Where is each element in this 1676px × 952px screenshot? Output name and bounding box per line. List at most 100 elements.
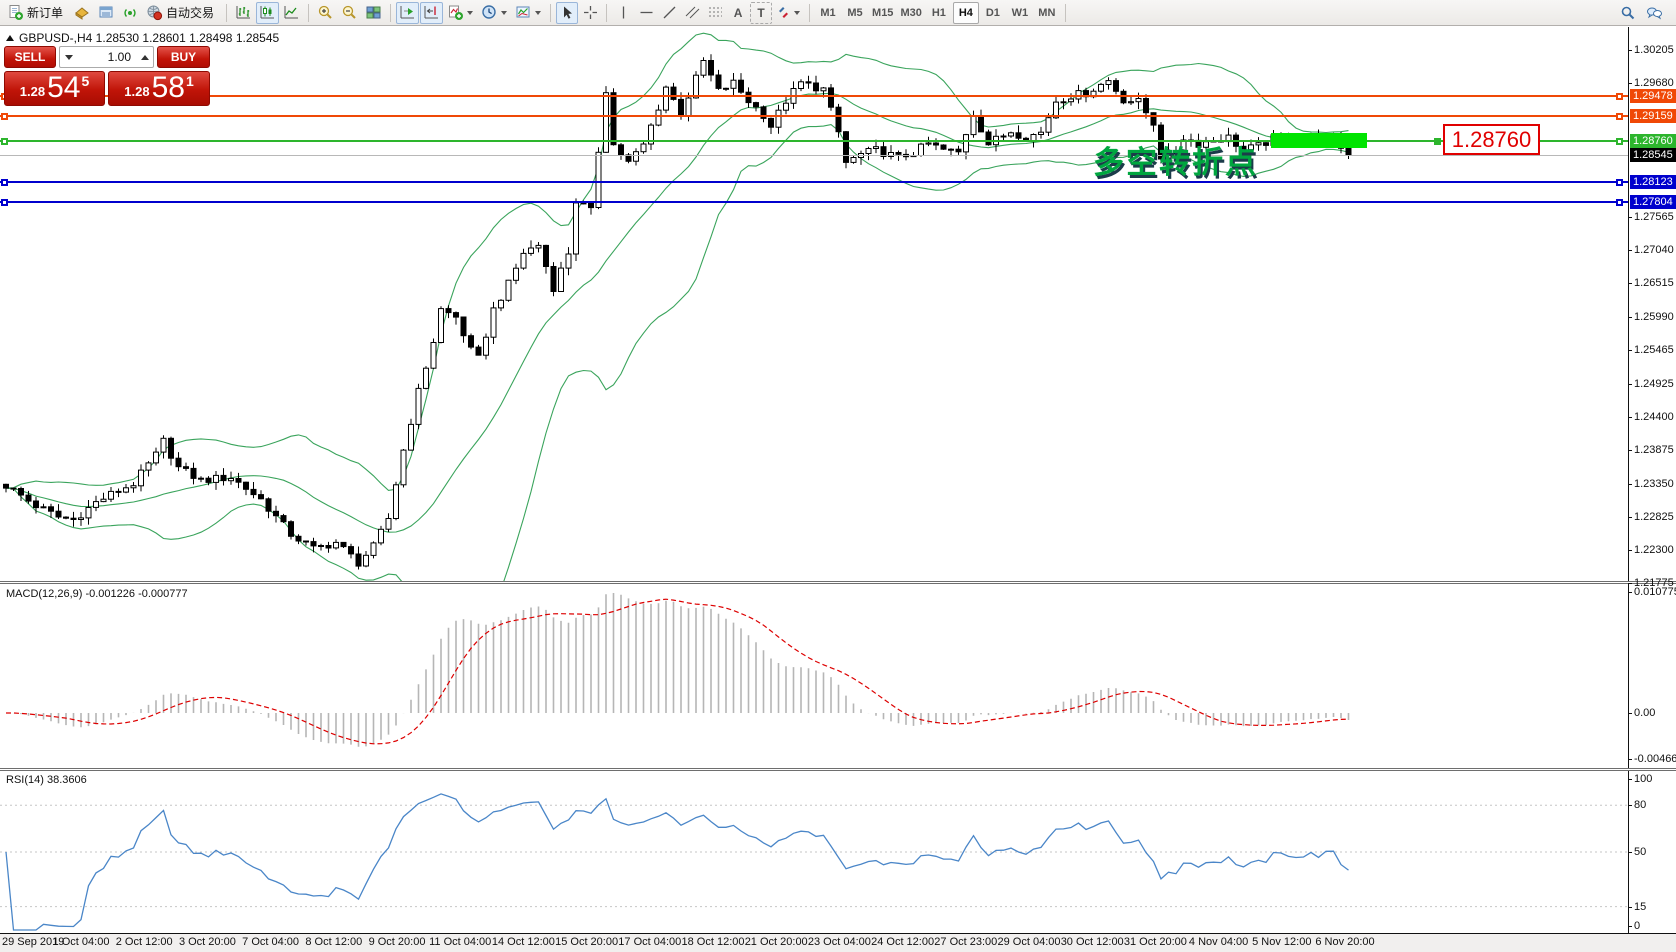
volume-value[interactable]: 1.00	[107, 50, 131, 64]
trendline-tool-button[interactable]	[658, 2, 680, 24]
main-chart-canvas[interactable]	[0, 27, 1628, 581]
timeframe-button-m1[interactable]: M1	[820, 6, 836, 19]
candle-body	[25, 494, 32, 502]
level-handle[interactable]	[1616, 112, 1623, 120]
time-axis-label: 29 Oct 04:00	[997, 936, 1061, 948]
current-price-label: 1.28545	[1630, 147, 1676, 162]
candle-body	[265, 498, 272, 512]
level-handle[interactable]	[1, 198, 8, 206]
candle-body	[1113, 80, 1119, 92]
price-level-line[interactable]	[0, 140, 1628, 143]
chart-profiles-button[interactable]	[71, 2, 94, 24]
search-button[interactable]	[1617, 2, 1639, 24]
candle-body	[535, 244, 542, 249]
volume-decrease-button[interactable]	[60, 47, 77, 67]
turning-point-annotation[interactable]: 多空转折点	[1093, 145, 1258, 180]
line-chart-type-button[interactable]	[280, 2, 303, 24]
pane-separator[interactable]	[0, 768, 1676, 771]
price-level-line[interactable]	[0, 200, 1628, 203]
highlight-rectangle-object[interactable]	[1271, 133, 1367, 148]
candle-body	[933, 142, 939, 146]
label-tool-button[interactable]: T	[750, 1, 773, 24]
level-handle[interactable]	[1, 178, 8, 186]
toolbar-separator	[550, 3, 552, 22]
timeframe-button-h1[interactable]: H1	[931, 6, 946, 19]
text-tool-button[interactable]: A	[727, 2, 749, 24]
candle-body	[415, 387, 422, 425]
macd-tick-mark	[1628, 759, 1632, 760]
zoom-in-button[interactable]	[314, 2, 337, 24]
price-callout-box[interactable]: 1.28760	[1443, 124, 1540, 155]
fibonacci-tool-button[interactable]	[704, 2, 726, 24]
templates-dropdown-button[interactable]	[512, 2, 545, 24]
candle-body	[123, 487, 129, 493]
macd-indicator-canvas[interactable]	[0, 585, 1628, 768]
pane-separator[interactable]	[0, 581, 1676, 584]
timeframe-button-d1[interactable]: D1	[985, 6, 1000, 19]
market-watch-button[interactable]	[95, 2, 118, 24]
channel-tool-button[interactable]	[681, 2, 703, 24]
level-handle[interactable]	[1, 112, 8, 120]
candle-body	[955, 148, 962, 153]
timeframe-button-m5[interactable]: M5	[847, 6, 863, 19]
tile-windows-button[interactable]	[362, 2, 385, 24]
price-tick-label: 1.30205	[1634, 43, 1674, 56]
periods-dropdown-button[interactable]	[478, 2, 511, 24]
price-level-line[interactable]	[0, 114, 1628, 117]
arrows-tool-button[interactable]	[773, 2, 804, 24]
timeframe-button-mn[interactable]: MN	[1038, 6, 1056, 19]
chart-shift-button[interactable]	[420, 1, 444, 24]
level-handle[interactable]	[1616, 92, 1623, 100]
time-axis[interactable]	[0, 934, 1676, 952]
timeframe-button-m30[interactable]: M30	[900, 6, 922, 19]
candle-body	[708, 60, 714, 76]
candle-body	[1068, 98, 1074, 103]
horizontal-line-tool-button[interactable]	[635, 2, 657, 24]
candle-body	[565, 253, 572, 269]
buy-price-button[interactable]: 1.28 58 1	[108, 71, 210, 106]
candle-body	[1143, 98, 1149, 114]
candle-body	[1180, 139, 1187, 155]
macd-tick-mark	[1628, 592, 1632, 593]
vertical-line-tool-button[interactable]	[612, 2, 634, 24]
candle-body	[655, 109, 662, 126]
rsi-indicator-canvas[interactable]	[0, 772, 1628, 932]
candle-body	[235, 478, 242, 483]
macd-signal-line	[6, 598, 1349, 745]
chat-button[interactable]	[1643, 2, 1666, 24]
timeframe-button-h4[interactable]: H4	[952, 1, 979, 24]
new-order-button[interactable]: 新订单	[4, 2, 70, 24]
collapse-panel-arrow-icon[interactable]	[6, 35, 14, 41]
zoom-out-button[interactable]	[338, 2, 361, 24]
volume-increase-button[interactable]	[136, 47, 153, 67]
label-tool-icon: T	[757, 5, 765, 20]
fibonacci-icon	[708, 7, 722, 17]
callout-anchor-handle[interactable]	[1434, 138, 1441, 145]
candlestick-chart-type-icon	[260, 6, 275, 19]
signals-button[interactable]	[119, 2, 142, 24]
level-handle[interactable]	[1616, 138, 1623, 146]
sell-price-button[interactable]: 1.28 54 5	[4, 71, 105, 106]
cursor-tool-button[interactable]	[556, 1, 579, 24]
candle-body	[258, 494, 264, 500]
level-handle[interactable]	[1616, 178, 1623, 186]
candlestick-chart-type-button[interactable]	[256, 1, 280, 24]
price-level-line[interactable]	[0, 180, 1628, 183]
crosshair-tool-button[interactable]	[579, 2, 601, 24]
auto-scroll-button[interactable]	[396, 1, 420, 24]
price-level-axis-label: 1.28760	[1630, 134, 1676, 149]
price-tick-mark	[1628, 316, 1632, 318]
bar-chart-type-button[interactable]	[232, 2, 255, 24]
level-handle[interactable]	[1616, 198, 1623, 206]
timeframe-button-w1[interactable]: W1	[1011, 6, 1029, 19]
level-handle[interactable]	[1, 138, 8, 146]
candle-body	[663, 86, 669, 111]
price-level-line[interactable]	[0, 94, 1628, 97]
sell-button[interactable]: SELL	[4, 46, 56, 68]
candle-body	[550, 266, 557, 292]
insert-indicator-button[interactable]	[444, 2, 477, 24]
timeframe-button-m15[interactable]: M15	[872, 6, 894, 19]
candle-body	[895, 152, 902, 155]
buy-button[interactable]: BUY	[157, 46, 210, 68]
autotrading-button[interactable]: 自动交易	[143, 2, 221, 24]
